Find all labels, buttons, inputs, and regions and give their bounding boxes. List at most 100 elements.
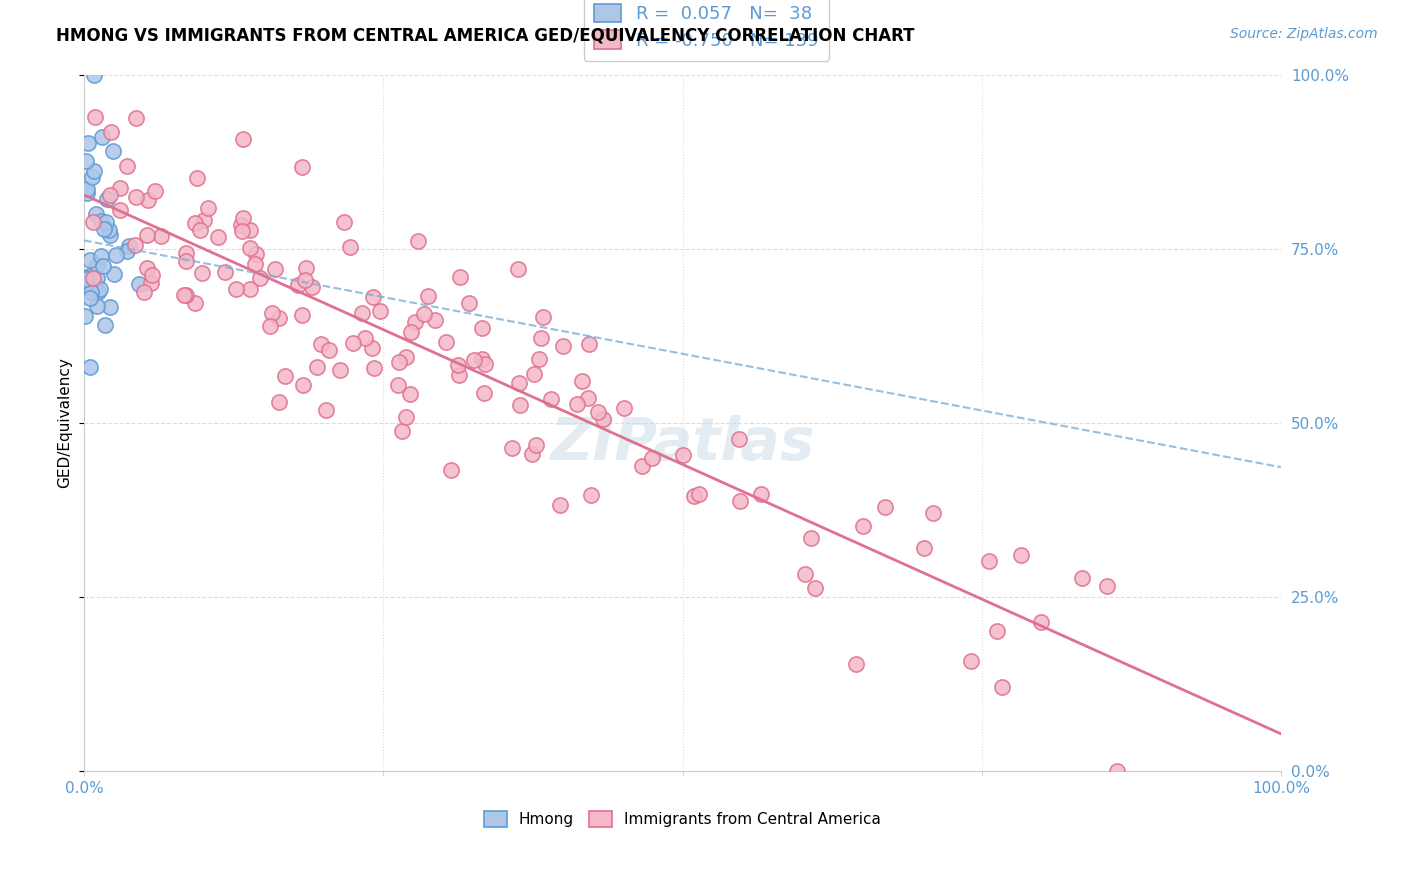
Point [391, 425, 413, 439]
Point [463, 353, 485, 368]
Point [75, 281, 97, 295]
Point [506, 262, 529, 277]
Point [875, 500, 897, 515]
Point [150, 229, 173, 244]
Point [96, 215, 118, 229]
Point [108, 180, 131, 194]
Point [86, 270, 108, 285]
Point [118, 239, 141, 253]
Point [86, 258, 108, 272]
Point [449, 368, 471, 382]
Point [136, 227, 159, 242]
Point [232, 131, 254, 145]
Point [342, 335, 364, 350]
Point [77, 136, 100, 151]
Text: HMONG VS IMMIGRANTS FROM CENTRAL AMERICA GED/EQUIVALENCY CORRELATION CHART: HMONG VS IMMIGRANTS FROM CENTRAL AMERICA… [56, 27, 915, 45]
Point [174, 287, 197, 301]
Point [207, 230, 229, 244]
Point [79, 359, 101, 374]
Point [115, 244, 138, 258]
Point [800, 531, 823, 545]
Point [474, 386, 496, 401]
Point [540, 392, 562, 406]
Point [287, 278, 309, 293]
Point [1097, 579, 1119, 593]
Point [269, 311, 291, 326]
Point [75, 271, 97, 285]
Point [354, 331, 377, 345]
Point [921, 506, 943, 520]
Point [186, 170, 208, 185]
Point [82, 215, 104, 229]
Point [449, 270, 471, 285]
Point [586, 405, 609, 419]
Point [274, 369, 297, 384]
Point [91, 259, 114, 273]
Point [91, 130, 114, 145]
Point [184, 296, 207, 310]
Point [399, 325, 422, 339]
Point [301, 280, 323, 294]
Point [305, 359, 328, 374]
Point [413, 307, 436, 321]
Point [83, 68, 105, 82]
Point [471, 352, 494, 367]
Point [173, 288, 195, 302]
Point [567, 397, 589, 411]
Point [79, 291, 101, 305]
Point [141, 268, 163, 283]
Point [117, 159, 139, 173]
Point [294, 273, 316, 287]
Point [576, 392, 599, 406]
Point [80, 285, 103, 300]
Point [90, 249, 112, 263]
Point [406, 234, 429, 248]
Point [501, 441, 523, 455]
Point [631, 459, 654, 474]
Point [86, 299, 108, 313]
Point [245, 247, 267, 261]
Point [134, 285, 156, 299]
Point [1105, 764, 1128, 779]
Point [613, 401, 636, 416]
Point [232, 211, 254, 226]
Point [135, 261, 157, 276]
Point [259, 319, 281, 334]
Point [75, 154, 97, 169]
Point [1071, 571, 1094, 585]
Point [75, 309, 97, 323]
Point [143, 184, 166, 198]
Point [990, 680, 1012, 694]
Point [436, 334, 458, 349]
Point [231, 218, 253, 232]
Point [245, 257, 267, 271]
Point [103, 144, 125, 158]
Point [730, 494, 752, 508]
Point [363, 361, 385, 376]
Point [239, 223, 262, 237]
Point [959, 654, 981, 668]
Point [125, 189, 148, 203]
Point [183, 216, 205, 230]
Point [77, 269, 100, 284]
Point [136, 193, 159, 207]
Point [440, 463, 463, 477]
Point [845, 657, 868, 672]
Point [239, 282, 262, 296]
Point [339, 240, 361, 254]
Point [749, 487, 772, 501]
Point [395, 351, 418, 365]
Point [395, 410, 418, 425]
Point [93, 222, 115, 236]
Point [520, 447, 543, 461]
Point [423, 313, 446, 327]
Point [262, 306, 284, 320]
Point [912, 541, 935, 555]
Point [128, 277, 150, 291]
Point [124, 238, 146, 252]
Point [104, 248, 127, 262]
Point [100, 125, 122, 139]
Point [318, 343, 340, 357]
Point [231, 224, 253, 238]
Point [399, 387, 422, 401]
